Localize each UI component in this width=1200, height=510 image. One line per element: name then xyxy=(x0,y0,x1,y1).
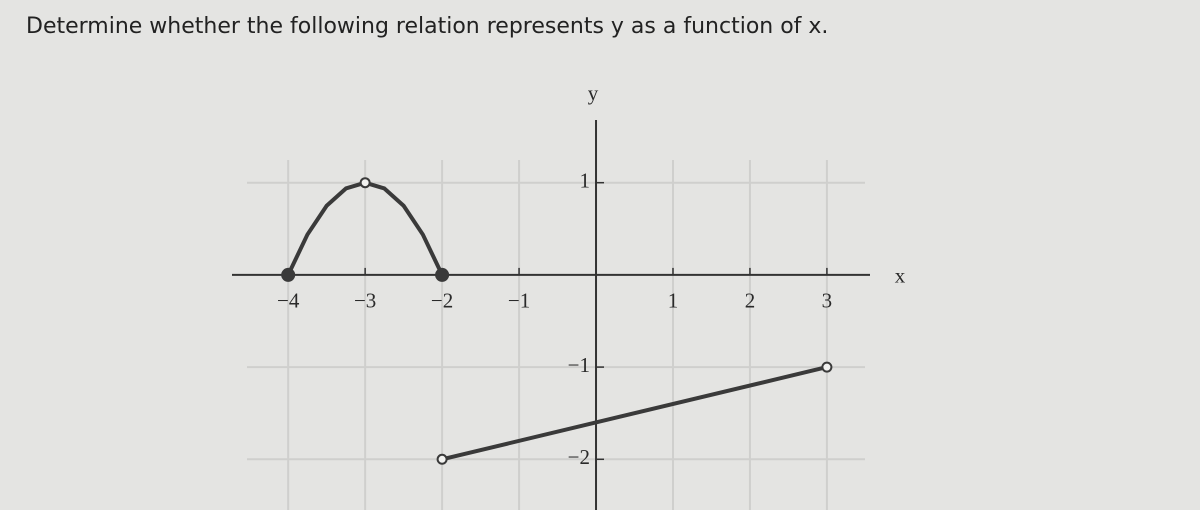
y-tick-label: −1 xyxy=(568,353,590,377)
x-axis-label: x xyxy=(895,264,906,288)
plot: x y −4 −3 −2 −1 1 2 3 1 −1 −2 xyxy=(232,81,906,510)
x-tick-label: −1 xyxy=(508,289,530,313)
open-endpoint xyxy=(821,361,833,373)
curve xyxy=(441,365,828,462)
open-endpoint xyxy=(359,177,371,189)
y-tick-label: −2 xyxy=(568,445,590,469)
x-tick-label: −2 xyxy=(431,289,453,313)
y-tick-label: 1 xyxy=(580,169,591,193)
x-tick-label: 1 xyxy=(668,289,679,313)
x-tick-label: 3 xyxy=(822,289,833,313)
question-text: Determine whether the following relation… xyxy=(26,14,828,39)
x-tick-label: 2 xyxy=(745,289,756,313)
closed-endpoint xyxy=(435,267,450,282)
y-axis-label: y xyxy=(588,81,599,105)
x-tick-label: −3 xyxy=(354,289,376,313)
open-endpoint xyxy=(436,453,448,465)
closed-endpoint xyxy=(281,267,296,282)
x-tick-label: −4 xyxy=(277,289,300,313)
